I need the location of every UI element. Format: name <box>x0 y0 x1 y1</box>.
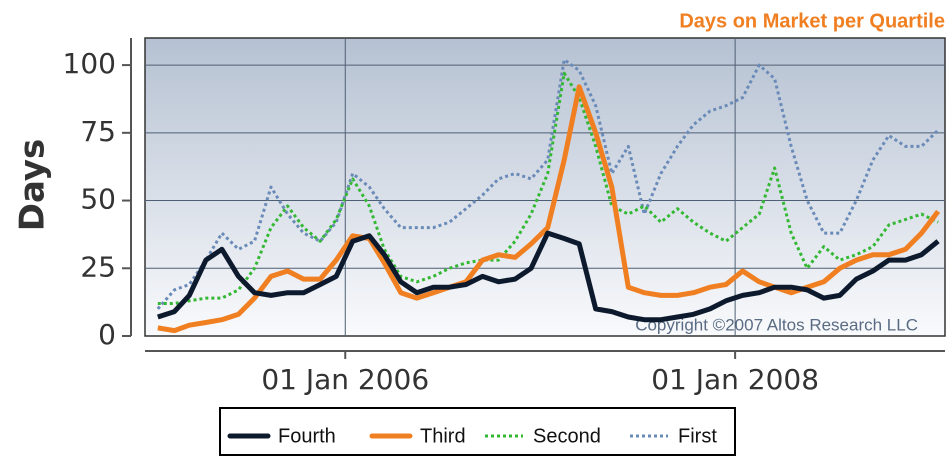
x-tick-label: 01 Jan 2006 <box>261 363 429 396</box>
line-series <box>157 71 939 305</box>
y-tick-label: 0 <box>98 318 116 351</box>
x-tick-label: 01 Jan 2008 <box>651 363 819 396</box>
y-tick-label: 75 <box>80 115 116 148</box>
legend-label: Second <box>533 425 601 447</box>
y-tick-label: 50 <box>80 183 116 216</box>
legend-label: Third <box>420 425 466 447</box>
y-axis-label: Days <box>13 139 53 232</box>
legend <box>219 407 736 456</box>
line-series <box>157 230 940 323</box>
chart-title: Days on Market per Quartile <box>679 10 945 32</box>
y-tick-label: 100 <box>63 47 116 80</box>
line-series <box>157 84 941 334</box>
legend-label: First <box>678 425 717 447</box>
plot-area <box>144 37 946 337</box>
y-tick-label: 25 <box>80 250 116 283</box>
legend-label: Fourth <box>278 425 336 447</box>
copyright: Copyright ©2007 Altos Research LLC <box>635 315 918 334</box>
